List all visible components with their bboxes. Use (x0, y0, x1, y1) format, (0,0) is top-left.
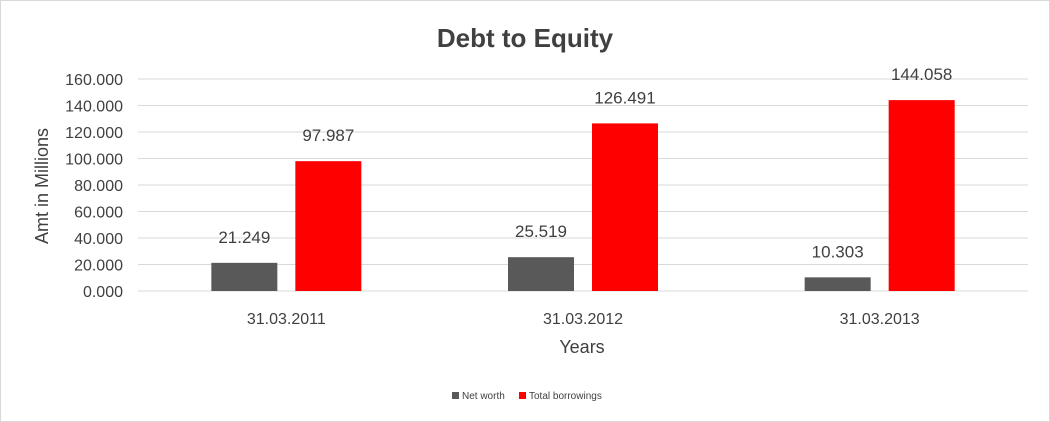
x-tick-label: 31.03.2011 (247, 311, 326, 328)
bar (888, 100, 955, 291)
bar (592, 123, 658, 292)
y-axis-ticks: 0.000 20.000 40.000 60.000 80.000 100.000 120.… (65, 72, 123, 301)
legend: Net worth Total borrowings (452, 391, 602, 402)
data-label: 10.303 (812, 242, 864, 261)
data-label: 126.491 (594, 88, 655, 107)
data-label: 25.519 (515, 222, 567, 241)
legend-swatch (452, 392, 459, 399)
data-labels: 21.249 97.987 25.519 126.491 10.303 144.058 (218, 65, 952, 261)
y-tick-label: 160.000 (65, 72, 123, 89)
legend-label: Total borrowings (529, 391, 602, 402)
y-tick-label: 140.000 (65, 99, 123, 116)
data-label: 144.058 (891, 65, 952, 84)
x-tick-label: 31.03.2013 (840, 311, 920, 328)
data-label: 97.987 (302, 126, 354, 145)
y-tick-label: 0.000 (83, 284, 123, 301)
chart-title: Debt to Equity (437, 23, 614, 53)
bar (295, 161, 362, 291)
y-tick-label: 40.000 (74, 231, 123, 248)
bar (804, 277, 871, 291)
legend-label: Net worth (462, 391, 505, 402)
legend-swatch (519, 392, 526, 399)
y-tick-label: 80.000 (74, 178, 123, 195)
gridlines (138, 78, 1028, 292)
data-label: 21.249 (218, 228, 270, 247)
y-tick-label: 100.000 (65, 152, 123, 169)
x-tick-label: 31.03.2012 (543, 311, 623, 328)
y-axis-title: Amt in Millions (32, 128, 52, 244)
y-tick-label: 60.000 (74, 205, 123, 222)
bar (508, 257, 574, 291)
x-axis-ticks: 31.03.2011 31.03.2012 31.03.2013 (247, 311, 920, 328)
bar (211, 262, 278, 291)
bars (211, 100, 955, 292)
x-axis-title: Years (559, 337, 604, 357)
y-tick-label: 120.000 (65, 125, 123, 142)
y-tick-label: 20.000 (74, 258, 123, 275)
